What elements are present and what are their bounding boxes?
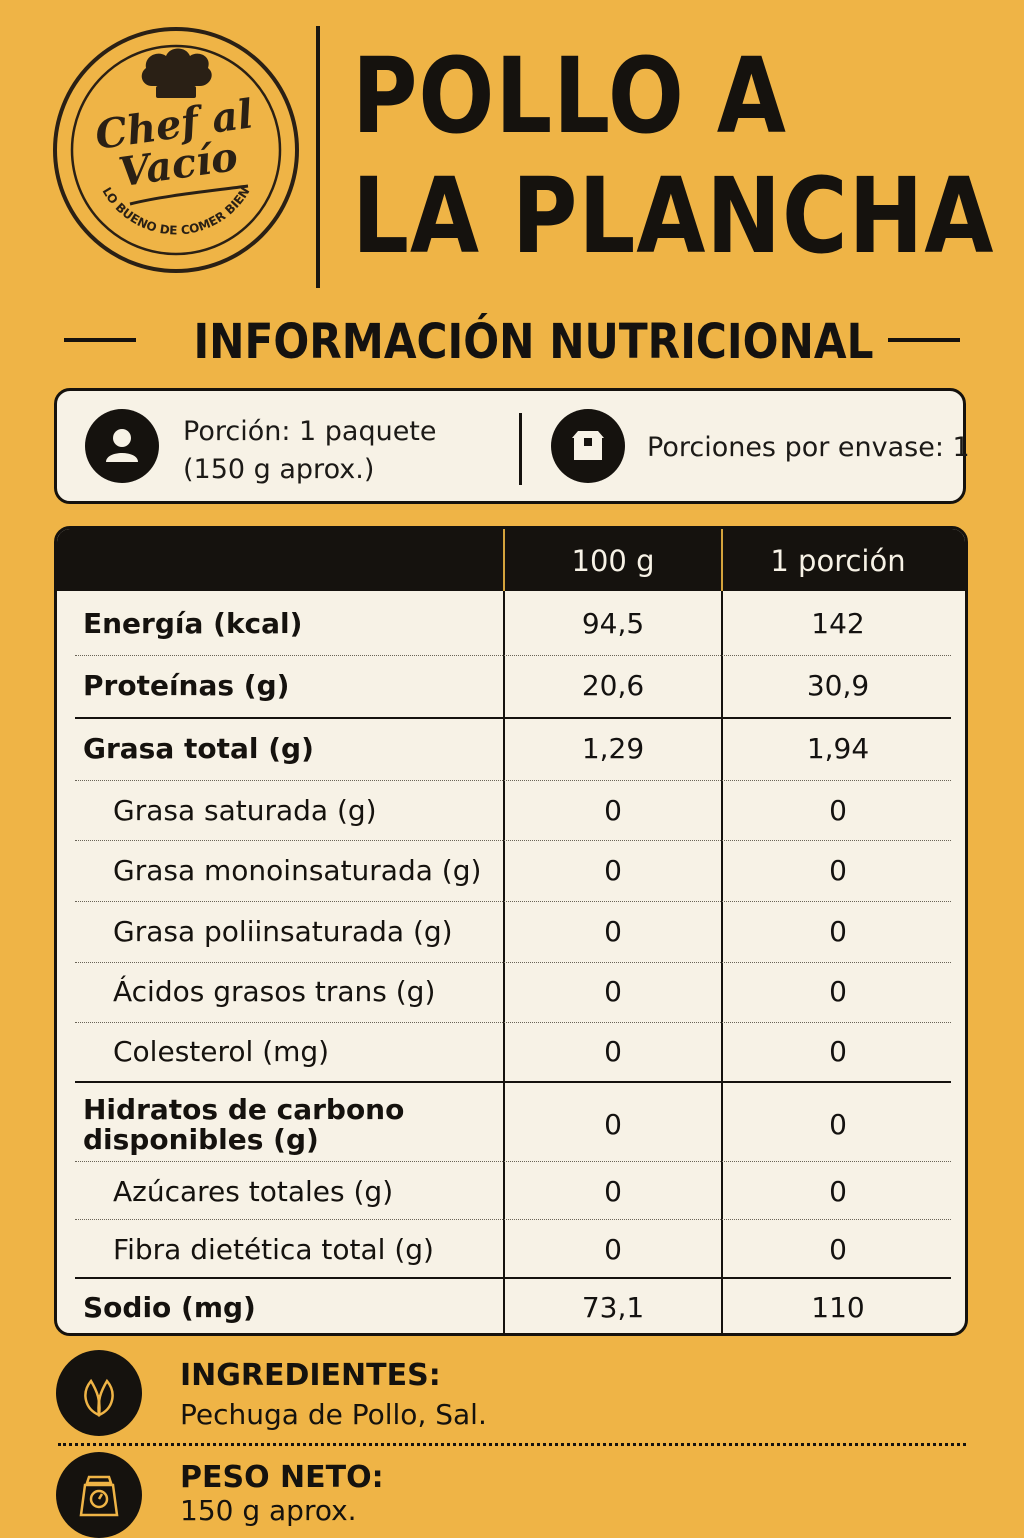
section-divider (75, 717, 951, 719)
nutrient-name: Proteínas (g) (83, 669, 290, 702)
value-100g: 0 (604, 975, 622, 1008)
leaf-icon (56, 1350, 142, 1436)
brand-logo: Chef al Vacío LO BUENO DE COMER BIEN (53, 27, 299, 273)
header-col-separator (503, 529, 505, 591)
header-divider (316, 26, 320, 288)
net-weight-title: PESO NETO: (180, 1460, 384, 1495)
box-icon (551, 409, 625, 483)
serving-size-line1: Porción: 1 paquete (183, 416, 437, 447)
row-divider (75, 840, 951, 841)
heading-rule-left (64, 338, 136, 342)
value-portion: 1,94 (806, 732, 870, 765)
product-title-line2: LA PLANCHA (352, 155, 995, 277)
nutrition-heading-text: INFORMACIÓN NUTRICIONAL (193, 314, 874, 370)
nutrient-name: Grasa saturada (g) (113, 794, 377, 827)
nutrition-heading: INFORMACIÓN NUTRICIONAL (0, 312, 1024, 372)
value-100g: 73,1 (581, 1291, 645, 1324)
header-col-separator (721, 529, 723, 591)
ingredients-title: INGREDIENTES: (180, 1358, 441, 1393)
value-100g: 0 (604, 1108, 622, 1141)
row-divider (75, 780, 951, 781)
value-portion: 30,9 (806, 669, 870, 702)
value-portion: 0 (829, 915, 847, 948)
nutrient-name: Hidratos de carbono disponibles (g) (83, 1095, 404, 1155)
chef-hat-icon (141, 48, 212, 98)
nutrient-name: Grasa monoinsaturada (g) (113, 854, 482, 887)
row-divider (75, 1022, 951, 1023)
value-100g: 1,29 (581, 732, 645, 765)
value-portion: 0 (829, 1035, 847, 1068)
product-title: POLLO A LA PLANCHA (352, 36, 1012, 276)
nutrient-name: Fibra dietética total (g) (113, 1233, 434, 1266)
ingredients-text: Pechuga de Pollo, Sal. (180, 1398, 487, 1431)
row-divider (75, 901, 951, 902)
value-100g: 0 (604, 854, 622, 887)
serving-size: Porción: 1 paquete (150 g aprox.) (183, 413, 437, 489)
nutrient-name: Grasa total (g) (83, 732, 314, 765)
row-divider (75, 1161, 951, 1162)
table-header: 100 g 1 porción (57, 529, 965, 591)
value-100g: 0 (604, 1035, 622, 1068)
footer-divider (58, 1443, 966, 1446)
row-divider (75, 655, 951, 656)
value-portion: 142 (811, 607, 865, 640)
nutrient-name: Grasa poliinsaturada (g) (113, 915, 453, 948)
value-portion: 0 (829, 1233, 847, 1266)
heading-rule-right (888, 338, 960, 342)
value-portion: 0 (829, 794, 847, 827)
value-100g: 20,6 (581, 669, 645, 702)
value-portion: 0 (829, 975, 847, 1008)
value-portion: 0 (829, 1175, 847, 1208)
serving-size-line2: (150 g aprox.) (183, 454, 375, 485)
row-divider (75, 1219, 951, 1220)
serving-info-box: Porción: 1 paquete (150 g aprox.) Porcio… (54, 388, 970, 504)
nutrient-name: Sodio (mg) (83, 1291, 256, 1324)
value-100g: 94,5 (581, 607, 645, 640)
column-header-100g: 100 g (571, 544, 655, 578)
section-divider (75, 1277, 951, 1279)
nutrient-name-line2: disponibles (g) (83, 1123, 319, 1156)
scale-icon (56, 1452, 142, 1538)
row-divider (75, 962, 951, 963)
value-100g: 0 (604, 915, 622, 948)
servings-per-pack: Porciones por envase: 1 (647, 432, 970, 463)
value-portion: 110 (811, 1291, 865, 1324)
nutrient-name-line1: Hidratos de carbono (83, 1093, 405, 1126)
nutrition-table: 100 g 1 porción Energía (kcal) 94,5 142 … (54, 526, 968, 1336)
value-100g: 0 (604, 794, 622, 827)
column-line (721, 591, 723, 1333)
person-icon (85, 409, 159, 483)
nutrient-name: Ácidos grasos trans (g) (113, 975, 436, 1008)
nutrient-name: Colesterol (mg) (113, 1035, 330, 1068)
column-header-portion: 1 porción (770, 544, 906, 578)
value-100g: 0 (604, 1175, 622, 1208)
value-100g: 0 (604, 1233, 622, 1266)
section-divider (75, 1081, 951, 1083)
net-weight-text: 150 g aprox. (180, 1494, 357, 1527)
value-portion: 0 (829, 854, 847, 887)
value-portion: 0 (829, 1108, 847, 1141)
nutrient-name: Energía (kcal) (83, 607, 303, 640)
nutrient-name: Azúcares totales (g) (113, 1175, 394, 1208)
column-line (503, 591, 505, 1333)
product-title-line1: POLLO A (352, 35, 787, 157)
serving-separator (519, 413, 522, 485)
